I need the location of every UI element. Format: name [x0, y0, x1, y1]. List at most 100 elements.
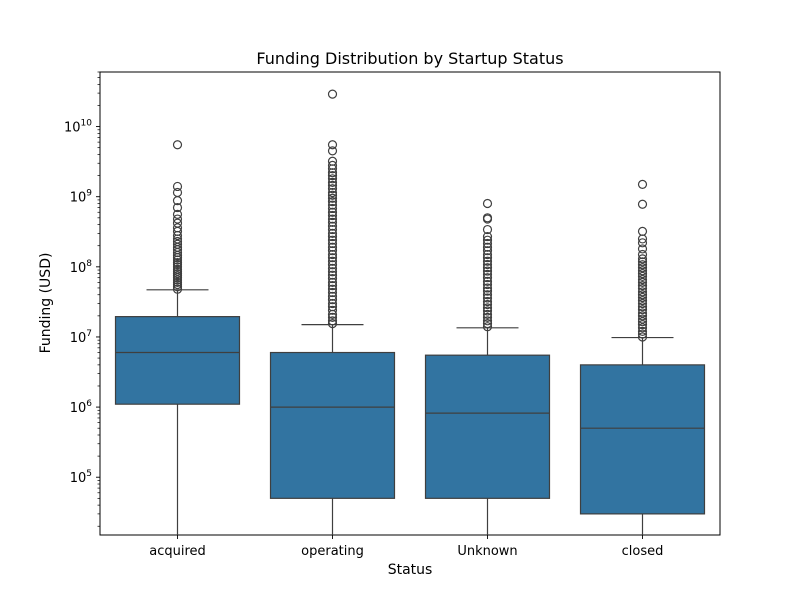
outlier-point	[482, 224, 493, 235]
y-tick-label: 108	[70, 259, 93, 276]
outlier-point	[637, 295, 648, 306]
outlier-point	[482, 299, 493, 310]
outlier-point	[327, 298, 338, 309]
box-unknown	[424, 354, 551, 499]
outlier-point	[327, 260, 338, 270]
outlier-point	[172, 223, 183, 233]
outlier-point	[637, 283, 648, 294]
outlier-point	[327, 235, 338, 245]
outlier-point	[637, 274, 648, 285]
outlier-point	[327, 280, 338, 291]
y-tick-label: 105	[70, 469, 92, 486]
outlier-point	[327, 174, 338, 184]
outlier-point	[482, 319, 493, 329]
outlier-point	[637, 280, 648, 291]
outlier-point	[327, 316, 338, 326]
outlier-point	[327, 228, 338, 238]
outlier-point	[172, 262, 183, 272]
box-acquired	[114, 316, 241, 405]
outlier-point	[327, 256, 338, 266]
outlier-point	[637, 317, 648, 327]
outlier-point	[637, 179, 648, 189]
outlier-point	[482, 306, 493, 316]
outlier-point	[637, 329, 648, 339]
outlier-point	[482, 273, 493, 283]
outlier-point	[482, 279, 493, 290]
outlier-point	[482, 246, 493, 256]
outlier-point	[327, 160, 338, 170]
outlier-point	[172, 202, 183, 213]
outlier-point	[327, 277, 338, 287]
outlier-point	[327, 221, 338, 231]
outlier-point	[482, 238, 493, 249]
plot-area: 105 106 107 108 109 1010 acquired operating Unkn…	[64, 71, 721, 559]
outlier-point	[482, 269, 493, 279]
outlier-point	[327, 246, 338, 256]
y-tick-label: 106	[70, 399, 93, 416]
outlier-point	[637, 314, 648, 324]
outlier-point	[327, 180, 338, 190]
outlier-point	[327, 140, 338, 150]
outlier-point	[482, 231, 493, 242]
outlier-point	[327, 207, 338, 217]
outlier-point	[327, 253, 338, 263]
outlier-point	[172, 239, 183, 249]
outlier-point	[637, 311, 648, 321]
outlier-point	[172, 214, 183, 224]
outlier-point	[327, 184, 338, 194]
outlier-point	[327, 187, 338, 198]
outlier-point	[482, 316, 493, 326]
outlier-point	[327, 200, 338, 210]
outlier-point	[172, 236, 183, 247]
outlier-point	[172, 264, 183, 274]
outlier-point	[482, 259, 493, 270]
outlier-point	[637, 257, 648, 267]
outlier-point	[172, 140, 183, 150]
box-closed	[579, 364, 706, 515]
outlier-point	[482, 303, 493, 313]
outlier-point	[327, 190, 338, 200]
outlier-point	[327, 302, 338, 312]
outlier-point	[327, 319, 338, 329]
outlier-point	[482, 213, 493, 223]
outlier-point	[327, 284, 338, 294]
x-tick-label-closed: closed	[622, 544, 664, 559]
y-axis-label: Funding (USD)	[38, 253, 54, 354]
outlier-point	[637, 271, 648, 282]
outlier-point	[172, 209, 183, 219]
x-tick-label-acquired: acquired	[149, 544, 206, 559]
outlier-point	[637, 323, 648, 333]
x-tick-label-operating: operating	[301, 544, 364, 559]
outlier-point	[482, 263, 493, 273]
outlier-point	[482, 283, 493, 293]
outlier-point	[172, 181, 183, 192]
outlier-point	[327, 270, 338, 280]
outlier-point	[482, 249, 493, 260]
outlier-point	[327, 295, 338, 305]
outlier-point	[327, 249, 338, 260]
outlier-point	[637, 249, 648, 260]
outlier-point	[327, 291, 338, 301]
outlier-point	[327, 273, 338, 284]
outlier-point	[327, 210, 338, 221]
outlier-point	[637, 292, 648, 303]
outlier-point	[327, 312, 338, 323]
outlier-point	[637, 266, 648, 276]
outlier-point	[637, 254, 648, 264]
outlier-point	[482, 322, 493, 332]
y-tick-label: 107	[70, 329, 92, 346]
outlier-point	[327, 267, 338, 277]
outlier-point	[482, 296, 493, 307]
box-operating	[269, 351, 396, 499]
outlier-point	[637, 226, 648, 237]
outlier-point	[637, 298, 648, 309]
outlier-point	[172, 187, 183, 198]
outlier-point	[327, 197, 338, 207]
outlier-point	[637, 263, 648, 273]
outlier-point	[482, 198, 493, 209]
outlier-point	[637, 326, 648, 337]
outlier-point	[637, 199, 648, 209]
outlier-point	[482, 256, 493, 266]
outlier-point	[482, 253, 493, 263]
outlier-point	[482, 312, 493, 323]
